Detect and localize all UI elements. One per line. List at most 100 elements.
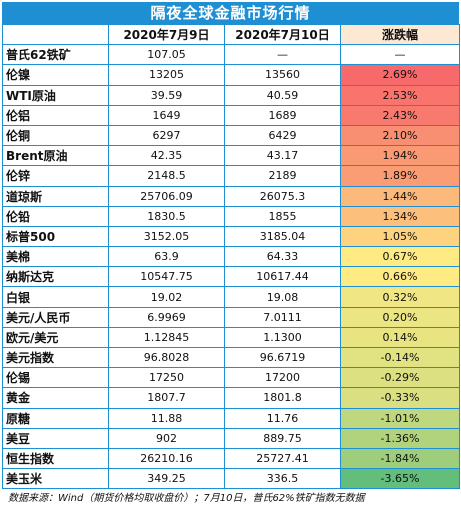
- change-cell: 0.20%: [340, 306, 460, 328]
- change-cell: -0.14%: [340, 346, 460, 369]
- change-cell: 0.32%: [340, 286, 460, 308]
- value-date-1-cell: 2148.5: [108, 165, 225, 187]
- asset-name-cell: 恒生指数: [2, 447, 109, 470]
- asset-name-cell: 美元指数: [2, 346, 109, 369]
- value-date-2-cell: 3185.04: [224, 225, 341, 248]
- value-date-1-cell: 17250: [108, 367, 225, 389]
- table-row: 美元/人民币 6.9969 7.0111 0.20%: [2, 306, 460, 328]
- value-date-1-cell: 1.12845: [108, 326, 225, 349]
- table-row: 伦铅 1830.5 1855 1.34%: [2, 205, 460, 227]
- source-note: 数据来源：Wind（期货价格均取收盘价）；7月10日，普氏62%铁矿指数无数据: [8, 493, 365, 504]
- table-title: 隔夜全球金融市场行情: [2, 2, 459, 24]
- value-date-2-cell: 889.75: [224, 427, 341, 449]
- table-row: WTI原油 39.59 40.59 2.53%: [2, 84, 460, 106]
- asset-name-cell: 黄金: [2, 387, 109, 409]
- asset-name-cell: 伦锡: [2, 367, 109, 389]
- asset-name-cell: 白银: [2, 286, 109, 308]
- asset-name-cell: 伦铝: [2, 104, 109, 126]
- header-name: [2, 23, 109, 46]
- asset-name-cell: 伦铜: [2, 124, 109, 147]
- value-date-1-cell: 96.8028: [108, 346, 225, 369]
- value-date-2-cell: 1801.8: [224, 387, 341, 409]
- value-date-2-cell: 1855: [224, 205, 341, 227]
- value-date-2-cell: 11.76: [224, 407, 341, 429]
- asset-name-cell: 道琼斯: [2, 185, 109, 207]
- value-date-1-cell: 107.05: [108, 44, 225, 66]
- asset-name-cell: 伦锌: [2, 165, 109, 187]
- change-cell: 0.14%: [340, 326, 460, 349]
- change-cell: 1.94%: [340, 145, 460, 167]
- change-cell: 0.66%: [340, 266, 460, 288]
- value-date-2-cell: 96.6719: [224, 346, 341, 369]
- change-cell: 1.44%: [340, 185, 460, 207]
- header-date-1: 2020年7月9日: [108, 23, 225, 46]
- asset-name-cell: 美棉: [2, 246, 109, 268]
- value-date-1-cell: 349.25: [108, 468, 225, 490]
- value-date-1-cell: 1807.7: [108, 387, 225, 409]
- asset-name-cell: 欧元/美元: [2, 326, 109, 349]
- value-date-1-cell: 1649: [108, 104, 225, 126]
- value-date-1-cell: 11.88: [108, 407, 225, 429]
- value-date-2-cell: 17200: [224, 367, 341, 389]
- value-date-2-cell: —: [224, 44, 341, 66]
- header-date-2: 2020年7月10日: [224, 23, 341, 46]
- value-date-1-cell: 25706.09: [108, 185, 225, 207]
- table-row: Brent原油 42.35 43.17 1.94%: [2, 145, 460, 167]
- table-row: 美豆 902 889.75 -1.36%: [2, 427, 460, 449]
- table-row: 恒生指数 26210.16 25727.41 -1.84%: [2, 447, 460, 470]
- change-cell: 2.43%: [340, 104, 460, 126]
- asset-name-cell: 美元/人民币: [2, 306, 109, 328]
- market-table: 2020年7月9日 2020年7月10日 涨跌幅 普氏62铁矿 107.05— — 伦…: [2, 23, 460, 490]
- value-date-1-cell: 13205: [108, 64, 225, 86]
- change-cell: 0.67%: [340, 246, 460, 268]
- value-date-2-cell: 26075.3: [224, 185, 341, 207]
- asset-name-cell: 标普500: [2, 225, 109, 248]
- asset-name-cell: Brent原油: [2, 145, 109, 167]
- table-row: 伦铝 1649 1689 2.43%: [2, 104, 460, 126]
- table-row: 原糖 11.88 11.76 -1.01%: [2, 407, 460, 429]
- value-date-1-cell: 39.59: [108, 84, 225, 106]
- value-date-1-cell: 902: [108, 427, 225, 449]
- value-date-1-cell: 42.35: [108, 145, 225, 167]
- asset-name-cell: 普氏62铁矿: [2, 44, 109, 66]
- asset-name-cell: 纳斯达克: [2, 266, 109, 288]
- value-date-2-cell: 13560: [224, 64, 341, 86]
- asset-name-cell: 美豆: [2, 427, 109, 449]
- asset-name-cell: 伦镍: [2, 64, 109, 86]
- change-cell: 1.05%: [340, 225, 460, 248]
- table-row: 白银 19.02 19.08 0.32%: [2, 286, 460, 308]
- asset-name-cell: WTI原油: [2, 84, 109, 106]
- table-row: 道琼斯 25706.09 26075.3 1.44%: [2, 185, 460, 207]
- value-date-1-cell: 63.9: [108, 246, 225, 268]
- value-date-2-cell: 336.5: [224, 468, 341, 490]
- value-date-2-cell: 7.0111: [224, 306, 341, 328]
- change-cell: -3.65%: [340, 468, 460, 490]
- table-row: 美棉 63.9 64.33 0.67%: [2, 246, 460, 268]
- value-date-2-cell: 43.17: [224, 145, 341, 167]
- header-row: 2020年7月9日 2020年7月10日 涨跌幅: [2, 23, 460, 46]
- change-cell: —: [340, 44, 460, 66]
- asset-name-cell: 美玉米: [2, 468, 109, 490]
- value-date-2-cell: 6429: [224, 124, 341, 147]
- value-date-1-cell: 10547.75: [108, 266, 225, 288]
- value-date-2-cell: 1.1300: [224, 326, 341, 349]
- table-row: 纳斯达克 10547.75 10617.44 0.66%: [2, 266, 460, 288]
- header-change: 涨跌幅: [340, 23, 460, 46]
- change-cell: -1.84%: [340, 447, 460, 470]
- change-cell: 1.34%: [340, 205, 460, 227]
- change-cell: 2.10%: [340, 124, 460, 147]
- change-cell: -0.33%: [340, 387, 460, 409]
- table-body: 普氏62铁矿 107.05— — 伦镍 13205 13560 2.69% WTI原油 39.5…: [2, 44, 460, 490]
- table-row: 伦锌 2148.5 2189 1.89%: [2, 165, 460, 187]
- value-date-1-cell: 6.9969: [108, 306, 225, 328]
- change-cell: 1.89%: [340, 165, 460, 187]
- value-date-2-cell: 10617.44: [224, 266, 341, 288]
- table-row: 美元指数 96.8028 96.6719 -0.14%: [2, 346, 460, 369]
- value-date-1-cell: 1830.5: [108, 205, 225, 227]
- table-row: 美玉米 349.25 336.5 -3.65%: [2, 468, 460, 490]
- value-date-1-cell: 3152.05: [108, 225, 225, 248]
- asset-name-cell: 原糖: [2, 407, 109, 429]
- change-cell: 2.53%: [340, 84, 460, 106]
- change-cell: -1.36%: [340, 427, 460, 449]
